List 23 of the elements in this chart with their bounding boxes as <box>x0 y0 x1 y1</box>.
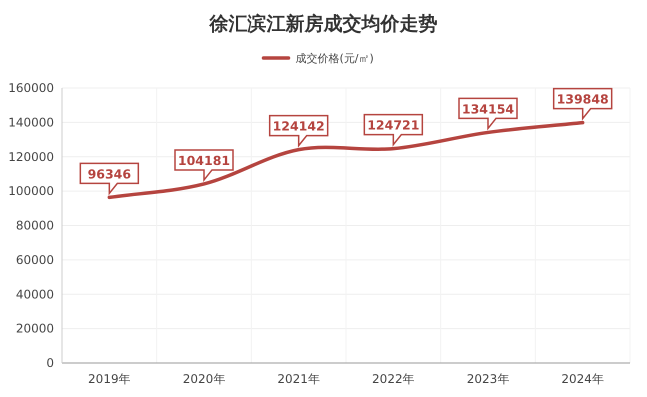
x-tick-label: 2020年 <box>182 372 226 386</box>
y-tick-label: 80000 <box>16 218 54 232</box>
y-tick-label: 120000 <box>8 150 54 164</box>
legend-label: 成交价格(元/㎡) <box>296 52 374 65</box>
x-tick-label: 2024年 <box>561 372 604 386</box>
x-tick-label: 2022年 <box>372 372 415 386</box>
y-tick-label: 100000 <box>8 184 54 198</box>
y-tick-label: 20000 <box>16 322 54 336</box>
data-label: 104181 <box>178 152 230 168</box>
chart-title: 徐汇滨江新房成交均价走势 <box>208 13 438 35</box>
y-tick-label: 160000 <box>8 81 54 95</box>
y-tick-label: 140000 <box>8 115 54 130</box>
x-tick-label: 2019年 <box>88 372 131 386</box>
y-tick-label: 60000 <box>16 252 54 267</box>
x-tick-label: 2023年 <box>466 372 510 386</box>
data-label: 134154 <box>462 101 514 116</box>
y-tick-label: 0 <box>46 356 54 370</box>
data-label: 139848 <box>556 92 609 107</box>
x-tick-label: 2021年 <box>277 372 320 386</box>
y-tick-label: 40000 <box>16 287 54 302</box>
data-label: 124721 <box>367 118 420 133</box>
data-label: 124142 <box>272 118 325 134</box>
data-label: 96346 <box>88 166 132 182</box>
